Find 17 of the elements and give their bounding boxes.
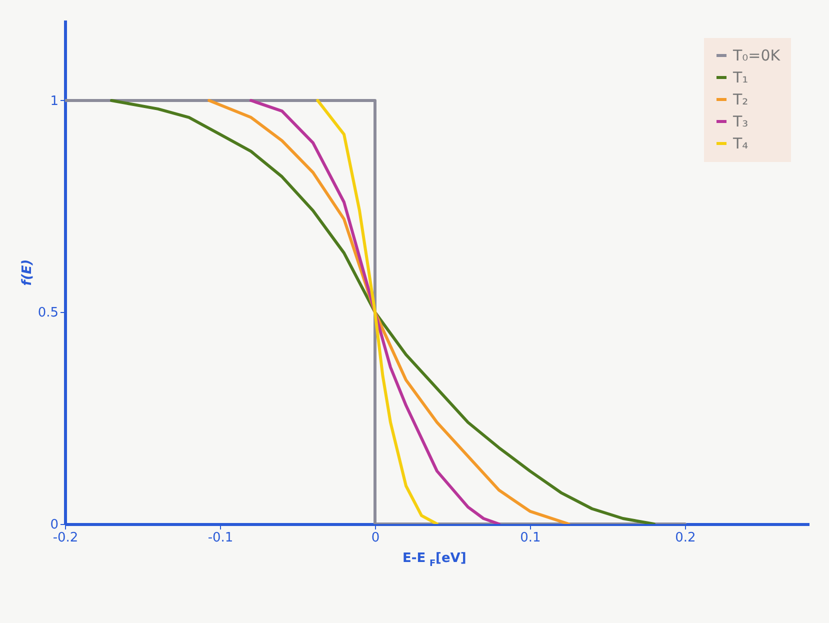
line-series xyxy=(316,98,438,524)
x-tick-label: -0.2 xyxy=(52,530,78,546)
x-tick-label: -0.1 xyxy=(208,530,234,546)
y-tick-label: 0 xyxy=(50,518,58,532)
y-axis-title: f(E) xyxy=(20,259,35,286)
y-tick-label: 0.5 xyxy=(38,306,58,321)
x-tick-label: 0.2 xyxy=(675,530,696,546)
legend-label: T₂ xyxy=(732,90,748,108)
x-tick-label: 0 xyxy=(371,530,380,546)
line-series xyxy=(208,98,570,524)
line-series xyxy=(250,98,500,524)
legend-label: T₄ xyxy=(732,134,748,152)
legend-label: T₃ xyxy=(732,112,748,130)
legend-label: T₀=0K xyxy=(732,46,782,64)
legend-label: T₁ xyxy=(732,68,748,86)
y-tick-label: 1 xyxy=(50,94,58,109)
x-tick-label: 0.1 xyxy=(520,530,541,546)
